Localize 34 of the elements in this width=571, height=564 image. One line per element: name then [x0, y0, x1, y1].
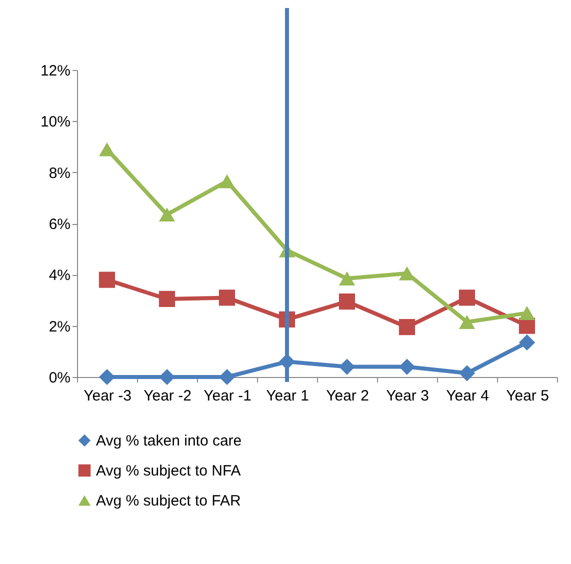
x-tick-label: Year 2 — [326, 388, 369, 404]
x-tick-label: Year -2 — [144, 388, 192, 404]
x-tick-label: Year 5 — [506, 388, 549, 404]
point — [218, 290, 236, 306]
point — [218, 174, 236, 188]
point — [158, 208, 176, 222]
y-tick-label: 12% — [40, 62, 70, 80]
point — [338, 272, 356, 286]
point — [338, 293, 356, 310]
y-tick-label: 2% — [48, 318, 70, 336]
x-tick-label: Year -1 — [204, 388, 252, 404]
point — [458, 290, 476, 306]
point — [158, 290, 176, 308]
point — [98, 272, 116, 288]
point — [458, 365, 476, 382]
x-tick-label: Year 3 — [386, 388, 429, 404]
point — [518, 306, 536, 320]
point — [518, 334, 536, 351]
y-tick-label: 0% — [48, 370, 70, 386]
y-tick-label: 4% — [48, 267, 70, 284]
point — [398, 319, 416, 336]
x-tick-label: Year 4 — [446, 388, 489, 404]
y-tick-label: 10% — [40, 114, 70, 131]
y-tick-label: 8% — [48, 164, 70, 182]
point — [398, 358, 416, 375]
legend-label: Avg % subject to NFA — [96, 462, 241, 480]
legend-label: Avg % taken into care — [96, 432, 242, 450]
x-tick-label: Year 1 — [266, 388, 309, 404]
point — [458, 315, 476, 329]
y-tick-label: 6% — [48, 216, 70, 233]
legend-label: Avg % subject to FAR — [96, 492, 241, 510]
x-tick-label: Year -3 — [84, 388, 132, 404]
point — [338, 358, 356, 375]
point — [98, 142, 116, 156]
